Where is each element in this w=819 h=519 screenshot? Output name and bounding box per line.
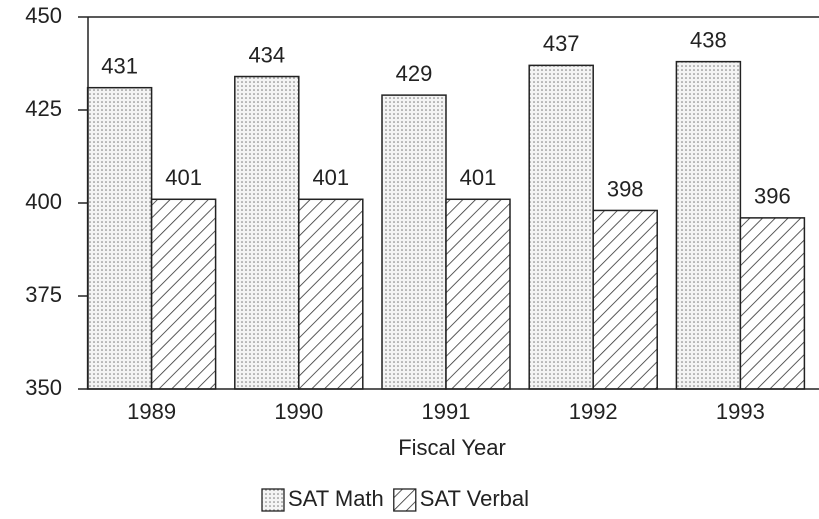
x-tick-label: 1993 — [716, 399, 765, 424]
data-label: 401 — [312, 165, 349, 190]
data-label: 434 — [248, 42, 285, 67]
x-tick-label: 1992 — [569, 399, 618, 424]
bar — [445, 198, 511, 390]
y-tick-label: 450 — [25, 3, 62, 28]
legend-swatch — [393, 488, 417, 512]
legend-label: SAT Verbal — [420, 486, 529, 511]
data-label: 431 — [101, 53, 138, 78]
x-axis-label: Fiscal Year — [398, 435, 506, 460]
x-tick-label: 1989 — [127, 399, 176, 424]
x-tick-label: 1990 — [274, 399, 323, 424]
y-tick-label: 375 — [25, 282, 62, 307]
y-tick-label: 425 — [25, 96, 62, 121]
data-label: 437 — [543, 31, 580, 56]
bar — [675, 60, 742, 390]
bar — [150, 198, 217, 390]
bar — [86, 86, 153, 390]
bar — [592, 209, 658, 390]
y-tick-label: 400 — [25, 189, 62, 214]
data-label: 401 — [165, 165, 202, 190]
bar — [298, 198, 364, 390]
data-label: 401 — [460, 165, 497, 190]
bar — [234, 75, 300, 390]
data-label: 398 — [607, 176, 644, 201]
bar — [739, 217, 806, 390]
legend-label: SAT Math — [288, 486, 384, 511]
legend-swatch — [261, 488, 285, 512]
x-tick-label: 1991 — [422, 399, 471, 424]
bar — [381, 94, 447, 390]
y-tick-label: 350 — [25, 375, 62, 400]
data-label: 438 — [690, 27, 727, 52]
data-label: 396 — [754, 184, 791, 209]
bar — [528, 64, 594, 390]
data-label: 429 — [396, 61, 433, 86]
